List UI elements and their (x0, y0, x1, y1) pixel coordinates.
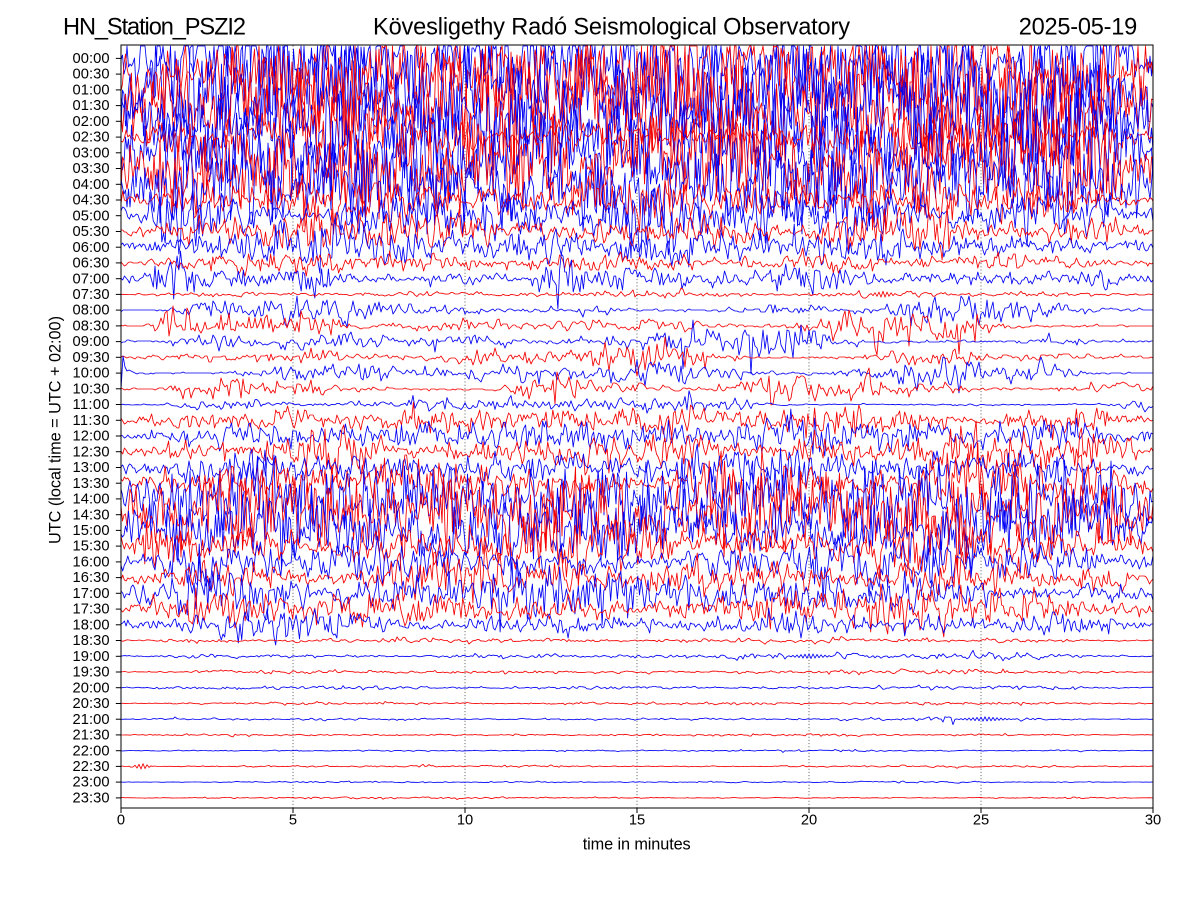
svg-text:12:00: 12:00 (73, 429, 110, 445)
svg-text:17:30: 17:30 (73, 602, 110, 618)
svg-text:10:00: 10:00 (73, 366, 110, 382)
svg-text:23:30: 23:30 (73, 791, 110, 807)
svg-text:02:00: 02:00 (73, 114, 110, 130)
svg-text:12:30: 12:30 (73, 444, 110, 460)
svg-text:06:00: 06:00 (73, 240, 110, 256)
svg-text:01:00: 01:00 (73, 83, 110, 99)
svg-text:18:30: 18:30 (73, 633, 110, 649)
svg-text:13:00: 13:00 (73, 460, 110, 476)
svg-text:5: 5 (289, 813, 297, 829)
svg-text:03:00: 03:00 (73, 145, 110, 161)
svg-text:15:00: 15:00 (73, 523, 110, 539)
svg-text:07:30: 07:30 (73, 287, 110, 303)
svg-text:20: 20 (801, 813, 817, 829)
svg-text:16:00: 16:00 (73, 555, 110, 571)
svg-text:19:00: 19:00 (73, 649, 110, 665)
svg-text:14:00: 14:00 (73, 492, 110, 508)
svg-text:21:30: 21:30 (73, 728, 110, 744)
svg-text:22:00: 22:00 (73, 743, 110, 759)
svg-text:16:30: 16:30 (73, 570, 110, 586)
svg-text:22:30: 22:30 (73, 759, 110, 775)
svg-text:23:00: 23:00 (73, 775, 110, 791)
svg-text:20:30: 20:30 (73, 696, 110, 712)
svg-text:04:00: 04:00 (73, 177, 110, 193)
svg-text:01:30: 01:30 (73, 98, 110, 114)
svg-text:10:30: 10:30 (73, 381, 110, 397)
svg-text:18:00: 18:00 (73, 617, 110, 633)
svg-text:HN_Station_PSZI2: HN_Station_PSZI2 (63, 15, 246, 41)
svg-text:15:30: 15:30 (73, 539, 110, 555)
svg-text:15: 15 (629, 813, 645, 829)
svg-text:05:30: 05:30 (73, 224, 110, 240)
svg-text:09:00: 09:00 (73, 334, 110, 350)
svg-text:09:30: 09:30 (73, 350, 110, 366)
svg-text:10: 10 (457, 813, 473, 829)
svg-text:21:00: 21:00 (73, 712, 110, 728)
svg-text:Kövesligethy Radó Seismologica: Kövesligethy Radó Seismological Observat… (373, 15, 850, 41)
svg-text:08:00: 08:00 (73, 303, 110, 319)
svg-text:00:30: 00:30 (73, 67, 110, 83)
svg-text:06:30: 06:30 (73, 256, 110, 272)
svg-text:04:30: 04:30 (73, 193, 110, 209)
svg-text:time in minutes: time in minutes (583, 836, 691, 854)
svg-text:14:30: 14:30 (73, 507, 110, 523)
svg-text:20:00: 20:00 (73, 680, 110, 696)
svg-text:03:30: 03:30 (73, 161, 110, 177)
svg-text:05:00: 05:00 (73, 208, 110, 224)
svg-text:0: 0 (117, 813, 125, 829)
svg-text:00:00: 00:00 (73, 51, 110, 67)
svg-text:25: 25 (973, 813, 989, 829)
svg-text:2025-05-19: 2025-05-19 (1019, 15, 1137, 41)
svg-text:08:30: 08:30 (73, 319, 110, 335)
svg-text:30: 30 (1145, 813, 1161, 829)
svg-text:02:30: 02:30 (73, 130, 110, 146)
svg-text:UTC (local time = UTC + 02:00): UTC (local time = UTC + 02:00) (47, 316, 65, 544)
svg-text:13:30: 13:30 (73, 476, 110, 492)
svg-text:11:00: 11:00 (73, 397, 110, 413)
svg-text:11:30: 11:30 (73, 413, 110, 429)
svg-text:19:30: 19:30 (73, 665, 110, 681)
svg-text:17:00: 17:00 (73, 586, 110, 602)
svg-text:07:00: 07:00 (73, 271, 110, 287)
